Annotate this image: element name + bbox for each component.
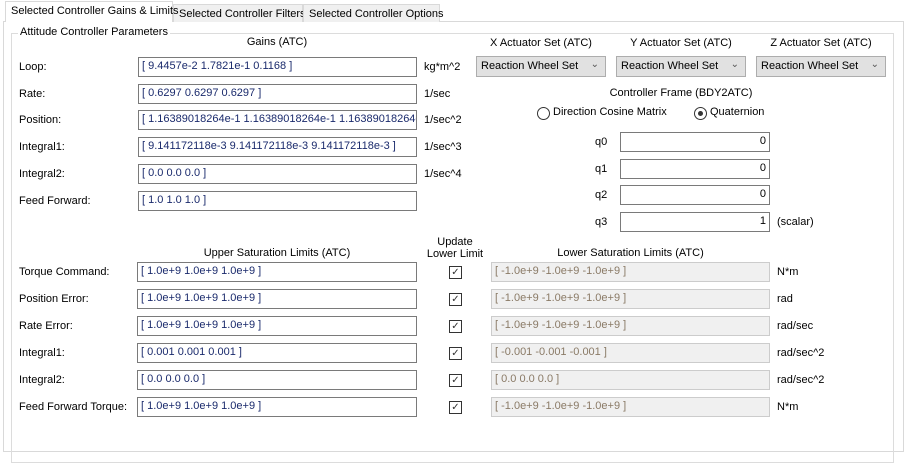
actuator-label: Y Actuator Set (ATC)	[630, 37, 732, 49]
dropdown-value: Reaction Wheel Set	[621, 60, 719, 72]
limit-unit: rad/sec^2	[777, 374, 825, 386]
limit-label: Torque Command:	[19, 266, 110, 278]
tab-filters[interactable]: Selected Controller Filters	[173, 4, 306, 22]
update-header-line1: Update	[437, 236, 473, 248]
gain-input[interactable]: [ 0.0 0.0 0.0 ]	[138, 164, 417, 184]
limit-unit: N*m	[777, 266, 799, 278]
quaternion-label: q1	[595, 163, 608, 175]
quaternion-radio[interactable]	[694, 107, 707, 120]
upper-limit-input[interactable]: [ 0.0 0.0 0.0 ]	[137, 370, 417, 390]
actuator-dropdown[interactable]: Reaction Wheel Set ⌄	[616, 56, 746, 77]
gain-label: Position:	[19, 114, 62, 126]
chevron-down-icon: ⌄	[730, 59, 739, 70]
lower-limit-input: [ -0.001 -0.001 -0.001 ]	[491, 343, 770, 363]
upper-limit-input[interactable]: [ 1.0e+9 1.0e+9 1.0e+9 ]	[137, 262, 417, 282]
quaternion-label: q3	[595, 216, 608, 228]
tab-options[interactable]: Selected Controller Options	[303, 4, 444, 22]
dcm-radio[interactable]	[537, 107, 550, 120]
limit-label: Rate Error:	[19, 320, 73, 332]
quaternion-input[interactable]: 0	[620, 185, 770, 205]
gain-label: Loop:	[19, 61, 47, 73]
gain-label: Feed Forward:	[19, 195, 91, 207]
limit-unit: rad/sec	[777, 320, 814, 332]
chevron-down-icon: ⌄	[590, 59, 599, 70]
limit-label: Feed Forward Torque:	[19, 401, 128, 413]
lower-limit-input: [ -1.0e+9 -1.0e+9 -1.0e+9 ]	[491, 289, 770, 309]
dropdown-value: Reaction Wheel Set	[761, 60, 859, 72]
gain-unit: kg*m^2	[424, 61, 461, 73]
gain-unit: 1/sec^4	[424, 168, 462, 180]
limit-label: Integral2:	[19, 374, 65, 386]
upper-limit-input[interactable]: [ 1.0e+9 1.0e+9 1.0e+9 ]	[137, 316, 417, 336]
actuator-dropdown[interactable]: Reaction Wheel Set ⌄	[476, 56, 606, 77]
update-header-line2: Lower Limit	[426, 248, 484, 260]
lower-limit-input: [ -1.0e+9 -1.0e+9 -1.0e+9 ]	[491, 262, 770, 282]
gain-unit: 1/sec^3	[424, 141, 462, 153]
actuator-label: Z Actuator Set (ATC)	[770, 37, 872, 49]
gain-input[interactable]: [ 9.141172118e-3 9.141172118e-3 9.141172…	[138, 137, 417, 157]
gain-unit: 1/sec^2	[424, 114, 462, 126]
group-title: Attitude Controller Parameters	[18, 26, 170, 38]
quaternion-input[interactable]: 0	[620, 159, 770, 179]
limit-unit: N*m	[777, 401, 799, 413]
update-lower-limit-checkbox[interactable]: ✓	[449, 401, 462, 414]
update-lower-limit-header: Update Lower Limit	[420, 236, 490, 260]
gain-label: Integral2:	[19, 168, 65, 180]
update-lower-limit-checkbox[interactable]: ✓	[449, 320, 462, 333]
quaternion-input[interactable]: 0	[620, 132, 770, 152]
controller-frame-label: Controller Frame (BDY2ATC)	[609, 87, 753, 99]
dropdown-value: Reaction Wheel Set	[481, 60, 579, 72]
quaternion-label: q0	[595, 136, 608, 148]
actuator-dropdown[interactable]: Reaction Wheel Set ⌄	[756, 56, 886, 77]
gain-input[interactable]: [ 9.4457e-2 1.7821e-1 0.1168 ]	[138, 57, 417, 77]
upper-limit-input[interactable]: [ 1.0e+9 1.0e+9 1.0e+9 ]	[137, 289, 417, 309]
gain-unit: 1/sec	[424, 88, 451, 100]
limit-unit: rad/sec^2	[777, 347, 825, 359]
upper-limit-input[interactable]: [ 1.0e+9 1.0e+9 1.0e+9 ]	[137, 397, 417, 417]
actuator-label: X Actuator Set (ATC)	[490, 37, 592, 49]
lower-limit-input: [ -1.0e+9 -1.0e+9 -1.0e+9 ]	[491, 316, 770, 336]
update-lower-limit-checkbox[interactable]: ✓	[449, 293, 462, 306]
update-lower-limit-checkbox[interactable]: ✓	[449, 347, 462, 360]
gain-input[interactable]: [ 1.16389018264e-1 1.16389018264e-1 1.16…	[138, 110, 417, 130]
lower-limits-header: Lower Saturation Limits (ATC)	[557, 247, 704, 259]
dcm-radio-label[interactable]: Direction Cosine Matrix	[553, 106, 667, 118]
gains-header: Gains (ATC)	[246, 36, 308, 48]
scalar-note: (scalar)	[777, 216, 814, 228]
gain-input[interactable]: [ 0.6297 0.6297 0.6297 ]	[138, 84, 417, 104]
limit-label: Position Error:	[19, 293, 89, 305]
gain-label: Rate:	[19, 88, 46, 100]
update-lower-limit-checkbox[interactable]: ✓	[449, 266, 462, 279]
quaternion-input[interactable]: 1	[620, 212, 770, 232]
quaternion-radio-label[interactable]: Quaternion	[710, 106, 765, 118]
limit-unit: rad	[777, 293, 793, 305]
lower-limit-input: [ 0.0 0.0 0.0 ]	[491, 370, 770, 390]
lower-limit-input: [ -1.0e+9 -1.0e+9 -1.0e+9 ]	[491, 397, 770, 417]
update-lower-limit-checkbox[interactable]: ✓	[449, 374, 462, 387]
quaternion-label: q2	[595, 189, 608, 201]
gain-label: Integral1:	[19, 141, 65, 153]
chevron-down-icon: ⌄	[870, 59, 879, 70]
upper-limits-header: Upper Saturation Limits (ATC)	[203, 247, 351, 259]
upper-limit-input[interactable]: [ 0.001 0.001 0.001 ]	[137, 343, 417, 363]
limit-label: Integral1:	[19, 347, 65, 359]
gain-input[interactable]: [ 1.0 1.0 1.0 ]	[138, 191, 417, 211]
tab-gains-limits[interactable]: Selected Controller Gains & Limits	[5, 1, 179, 22]
